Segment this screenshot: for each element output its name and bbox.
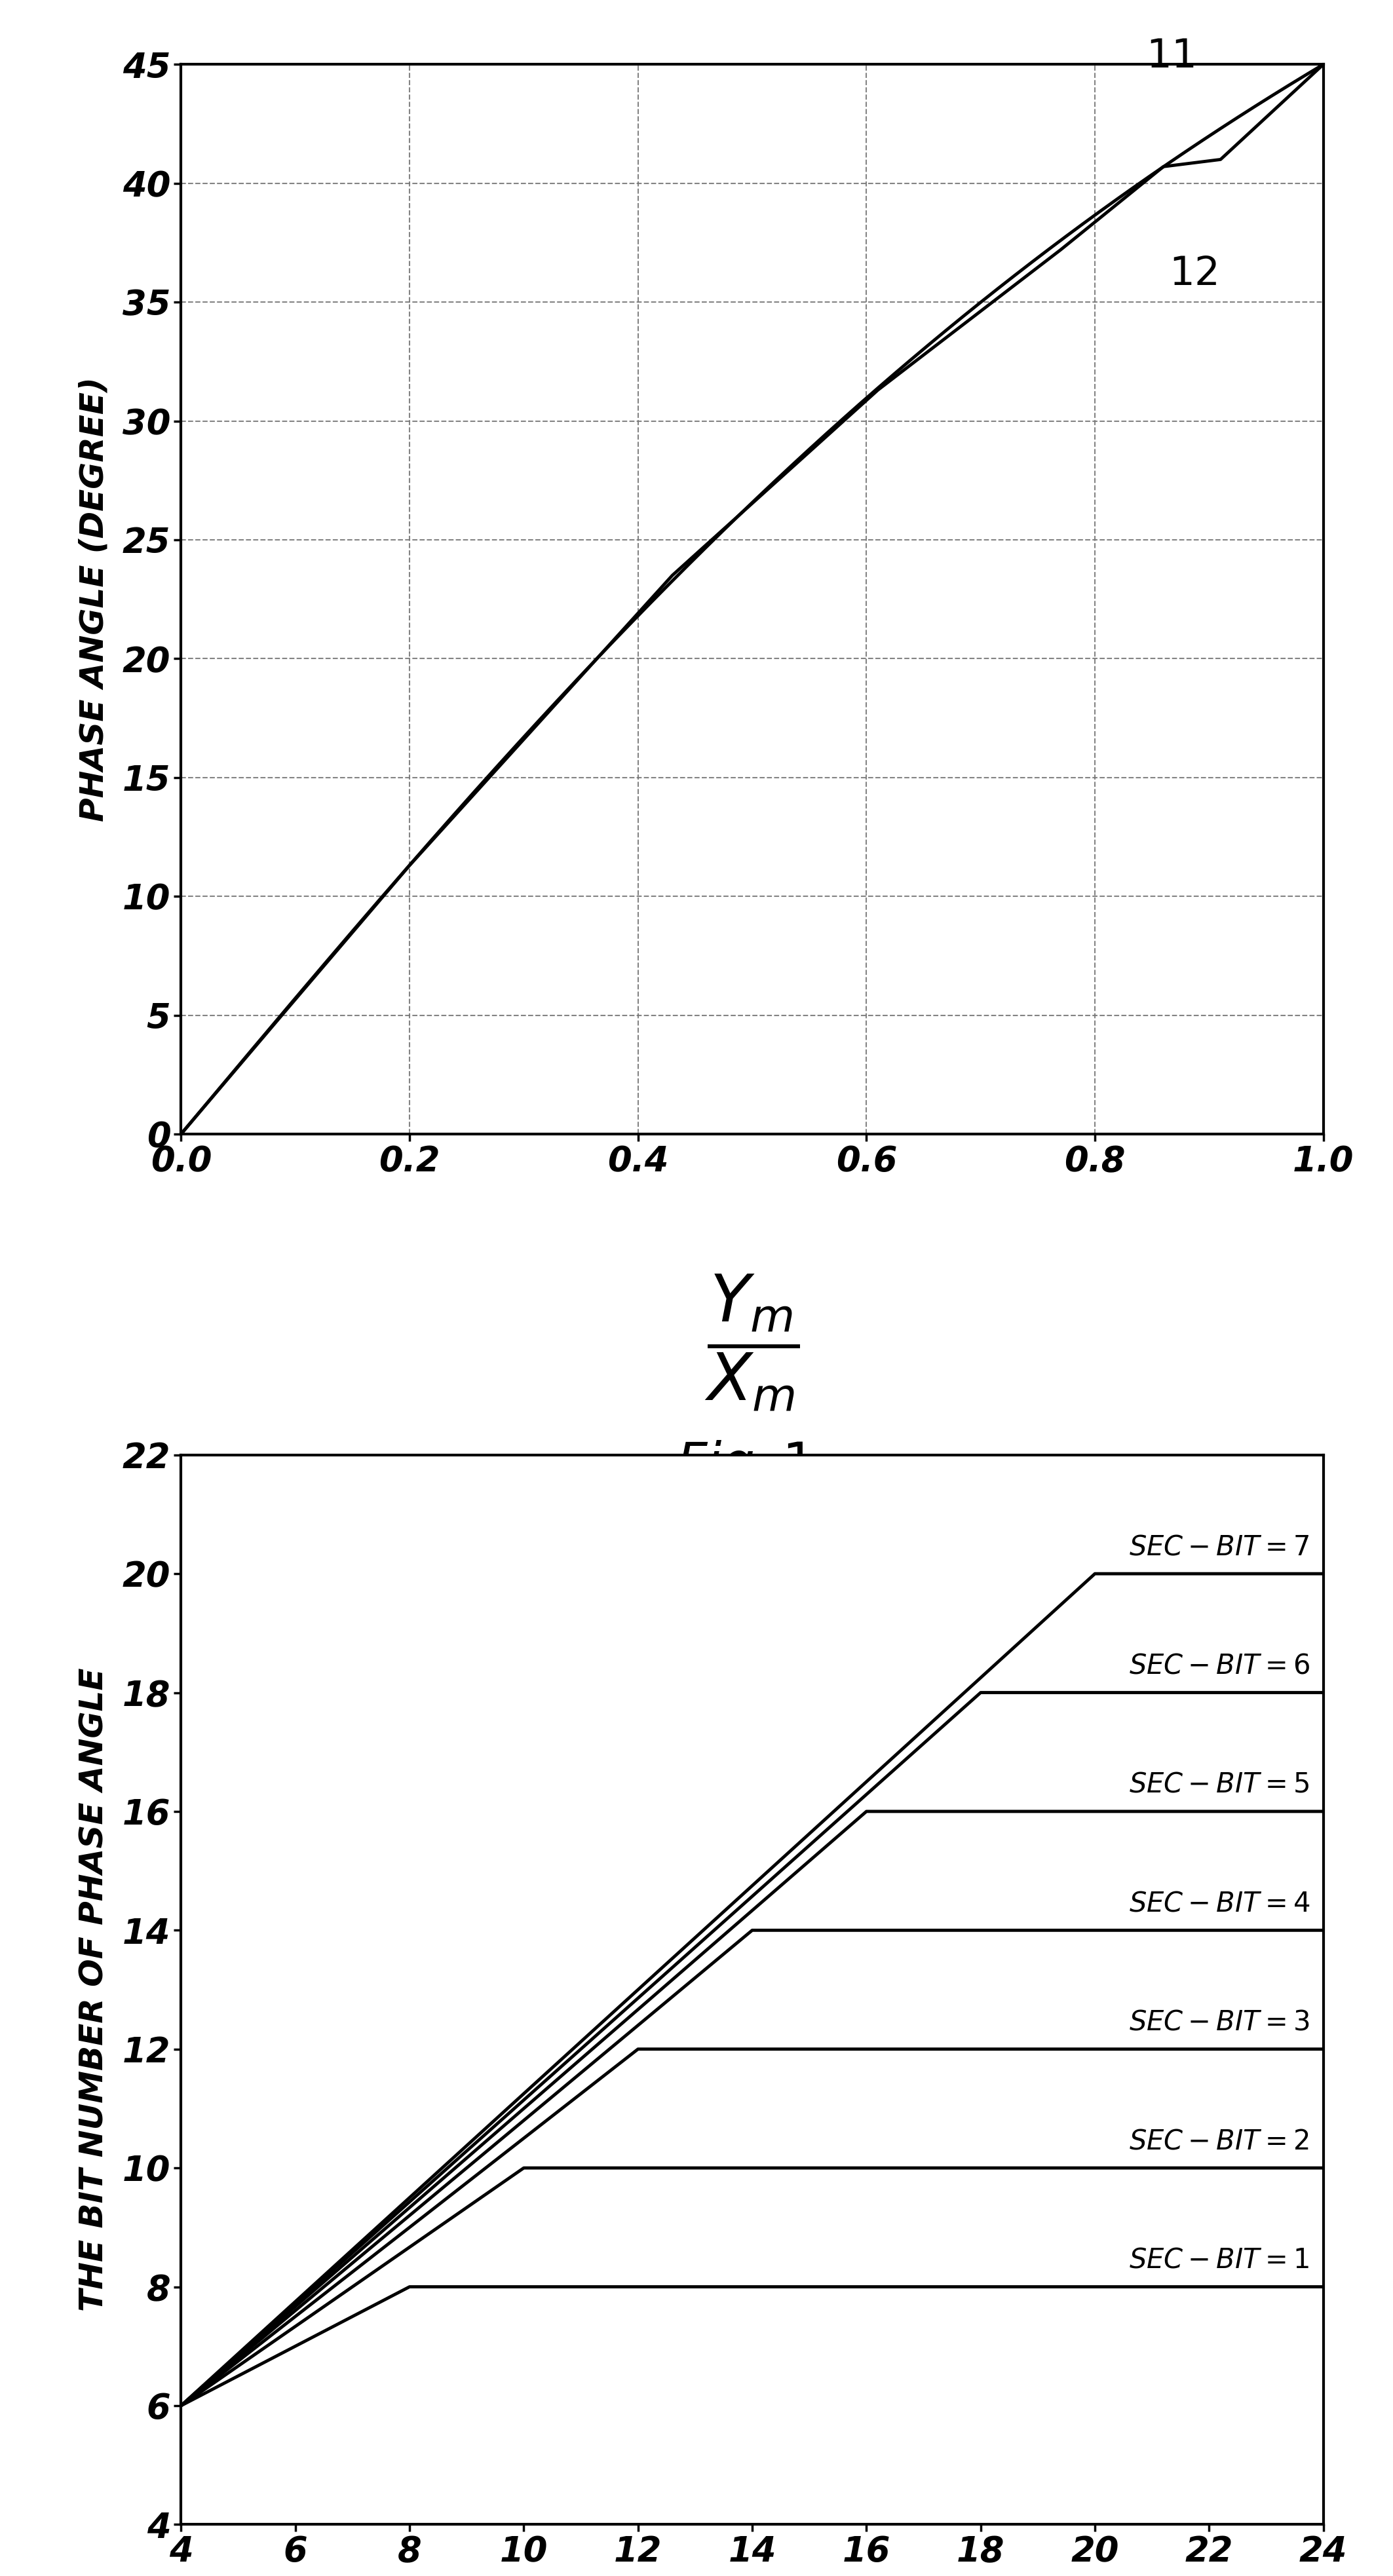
Y-axis label: THE BIT NUMBER OF PHASE ANGLE: THE BIT NUMBER OF PHASE ANGLE: [78, 1667, 110, 2311]
Text: $\mathit{SEC-BIT=3}$: $\mathit{SEC-BIT=3}$: [1130, 2009, 1309, 2035]
Text: $\mathit{SEC-BIT=4}$: $\mathit{SEC-BIT=4}$: [1130, 1891, 1311, 1917]
Y-axis label: PHASE ANGLE (DEGREE): PHASE ANGLE (DEGREE): [78, 376, 110, 822]
Text: $\mathit{11}$: $\mathit{11}$: [1146, 39, 1195, 77]
Text: $\dfrac{Y_m}{X_m}$: $\dfrac{Y_m}{X_m}$: [705, 1273, 800, 1412]
Text: $\mathit{SEC-BIT=7}$: $\mathit{SEC-BIT=7}$: [1130, 1533, 1309, 1561]
Text: $\mathit{SEC-BIT=1}$: $\mathit{SEC-BIT=1}$: [1130, 2246, 1309, 2275]
Text: $\mathit{12}$: $\mathit{12}$: [1169, 255, 1217, 294]
Text: $\mathit{Fig.1.}$: $\mathit{Fig.1.}$: [677, 1440, 827, 1492]
Text: $\mathit{SEC-BIT=6}$: $\mathit{SEC-BIT=6}$: [1130, 1651, 1309, 1680]
Text: $\mathit{SEC-BIT=5}$: $\mathit{SEC-BIT=5}$: [1130, 1770, 1309, 1798]
Text: $\mathit{SEC-BIT=2}$: $\mathit{SEC-BIT=2}$: [1130, 2128, 1309, 2156]
